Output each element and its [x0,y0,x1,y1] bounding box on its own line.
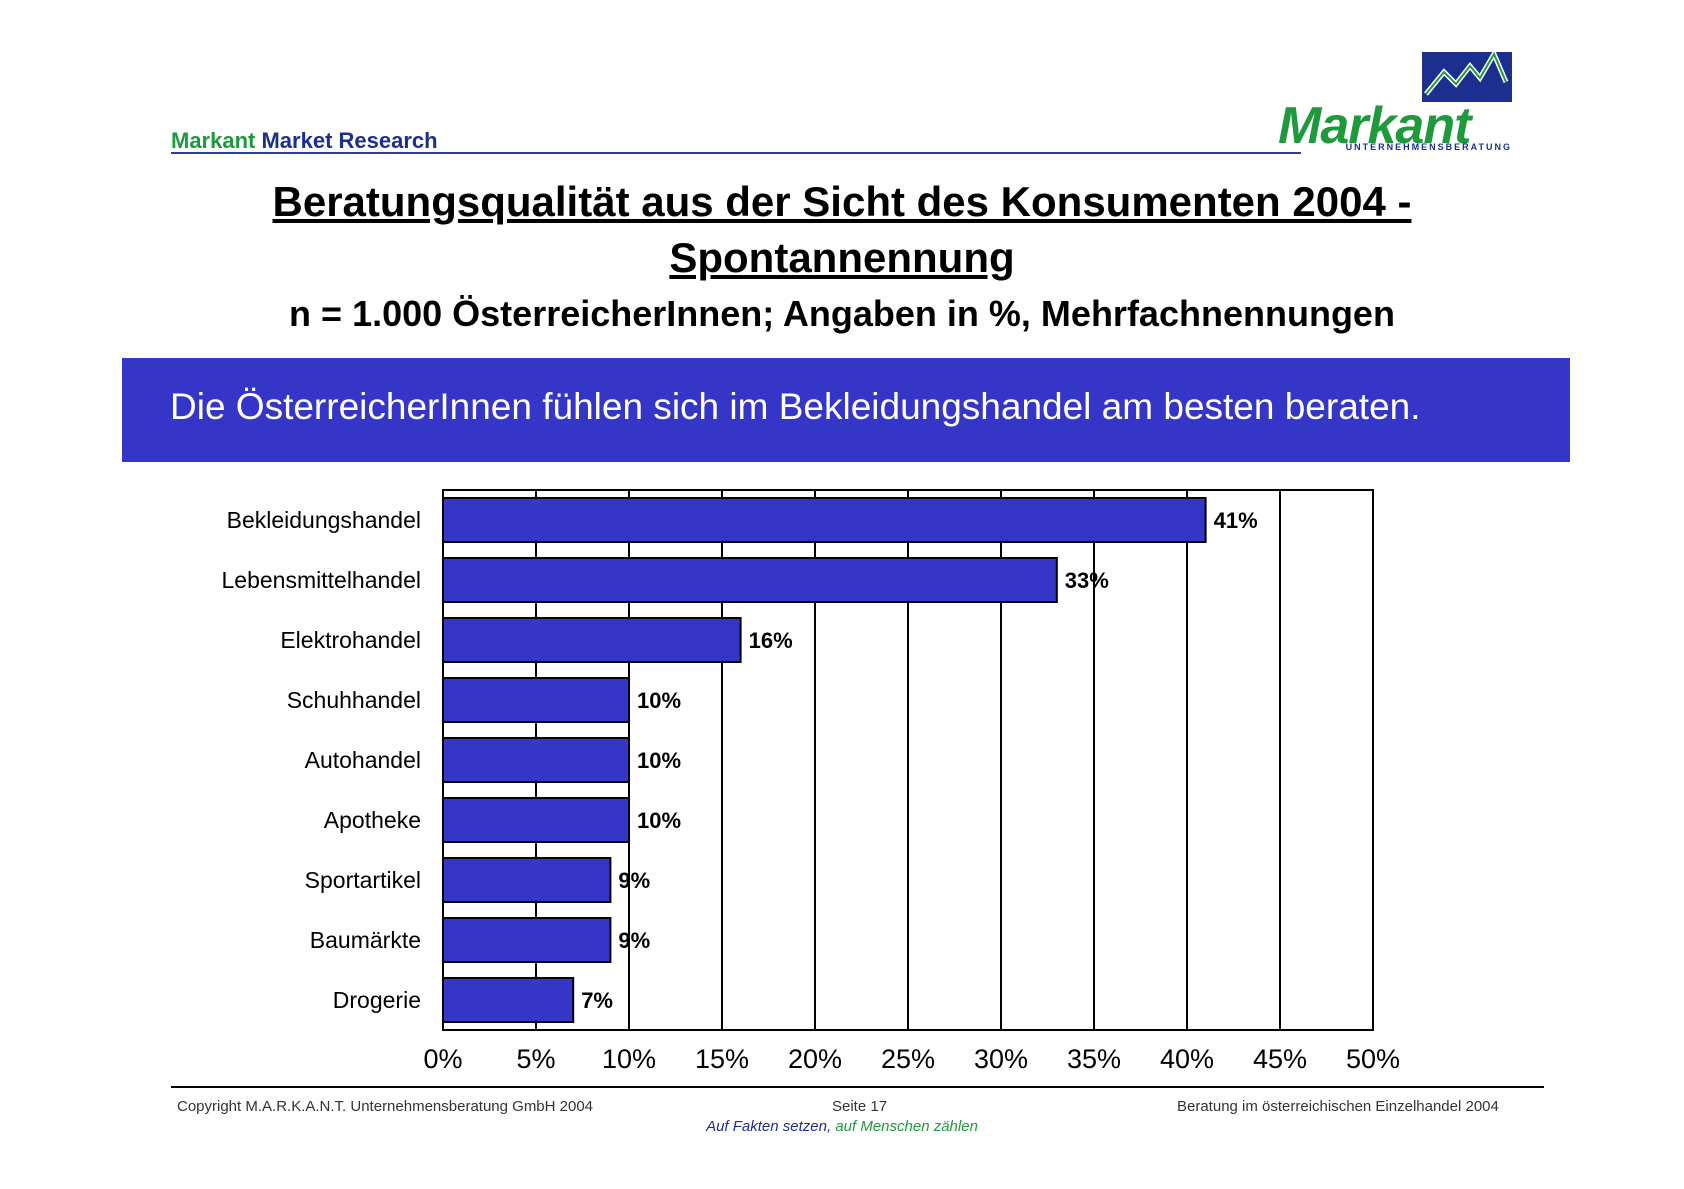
category-label: Autohandel [305,747,421,773]
category-label: Baumärkte [310,927,421,953]
x-tick-label: 40% [1160,1044,1214,1074]
value-label: 16% [749,628,793,653]
value-label: 10% [637,748,681,773]
category-label: Drogerie [333,987,421,1013]
value-label: 33% [1065,568,1109,593]
markant-logo: Markant UNTERNEHMENSBERATUNG [1278,52,1518,156]
bar [442,977,575,1023]
bar [442,857,612,903]
banner-text: Die ÖsterreicherInnen fühlen sich im Bek… [170,386,1421,427]
footer-slogan: Auf Fakten setzen, auf Menschen zählen [0,1118,1684,1135]
bar [442,797,630,843]
x-tick-label: 5% [516,1044,555,1074]
bar [442,917,612,963]
logo-subline: UNTERNEHMENSBERATUNG [1345,142,1512,152]
x-tick-label: 0% [423,1044,462,1074]
bar [442,617,742,663]
page-subtitle: n = 1.000 ÖsterreicherInnen; Angaben in … [289,293,1395,334]
bar [442,497,1207,543]
value-label: 9% [618,868,650,893]
logo-chart-icon [1422,52,1512,102]
x-tick-label: 10% [602,1044,656,1074]
category-label: Schuhhandel [287,687,421,713]
headline-banner: Die ÖsterreicherInnen fühlen sich im Bek… [122,358,1570,462]
category-label: Apotheke [324,807,421,833]
x-tick-label: 15% [695,1044,749,1074]
logo-wordmark: Markant [1278,97,1471,155]
value-label: 7% [581,988,613,1013]
bar [442,677,630,723]
category-label: Bekleidungshandel [227,507,421,533]
brand-line: Markant Market Research [171,128,438,154]
footer-page-number: Seite 17 [832,1098,888,1115]
slogan-part2: auf Menschen zählen [831,1118,978,1135]
bar [442,557,1058,603]
category-label: Sportartikel [305,867,421,893]
brand-name-part1: Markant [171,128,256,153]
x-tick-label: 50% [1346,1044,1400,1074]
x-tick-label: 45% [1253,1044,1307,1074]
value-label: 10% [637,688,681,713]
page-title-line1: Beratungsqualität aus der Sicht des Kons… [272,178,1412,225]
category-label: Lebensmittelhandel [222,567,421,593]
footer-rule [171,1086,1544,1088]
value-label: 9% [618,928,650,953]
slogan-part1: Auf Fakten setzen, [706,1118,832,1135]
x-tick-label: 25% [881,1044,935,1074]
value-label: 10% [637,808,681,833]
value-label: 41% [1214,508,1258,533]
x-tick-label: 35% [1067,1044,1121,1074]
category-label: Elektrohandel [280,627,421,653]
x-tick-label: 20% [788,1044,842,1074]
brand-name-part2: Market Research [261,128,438,153]
footer-copyright: Copyright M.A.R.K.A.N.T. Unternehmensber… [177,1098,594,1115]
bar [442,737,630,783]
x-tick-label: 30% [974,1044,1028,1074]
header-rule [171,152,1301,154]
page-title-line2: Spontannennung [669,234,1015,281]
footer-report-title: Beratung im österreichischen Einzelhande… [1177,1098,1499,1115]
